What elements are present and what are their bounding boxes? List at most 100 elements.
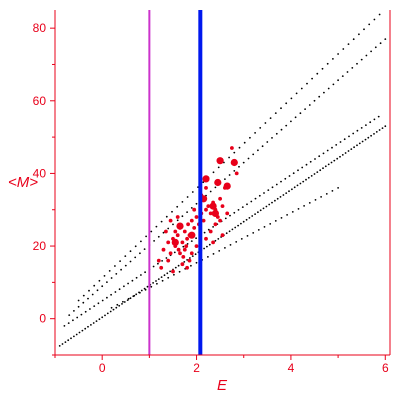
data-point	[234, 226, 237, 229]
data-point	[350, 148, 353, 151]
data-point	[297, 208, 300, 210]
data-point	[300, 87, 303, 90]
data-point	[361, 140, 364, 143]
data-point	[324, 165, 327, 168]
data-point	[381, 127, 384, 129]
data-point	[121, 303, 123, 305]
data-point	[135, 276, 138, 279]
data-point	[184, 244, 189, 249]
data-point	[180, 262, 185, 267]
data-point	[82, 301, 85, 304]
data-point	[365, 54, 368, 57]
data-point	[98, 318, 101, 321]
data-point	[76, 316, 79, 319]
data-point	[288, 190, 290, 193]
data-point	[194, 215, 199, 219]
data-point	[246, 235, 249, 237]
data-point	[235, 241, 238, 243]
data-point	[98, 279, 101, 282]
data-point	[190, 240, 193, 243]
data-point	[216, 157, 224, 165]
data-point	[152, 265, 155, 268]
data-point	[212, 226, 215, 228]
data-point	[326, 62, 329, 65]
data-point	[70, 337, 72, 340]
data-point	[207, 256, 209, 258]
data-point	[129, 250, 132, 253]
data-point	[302, 180, 305, 183]
data-point	[120, 268, 122, 271]
data-point	[363, 28, 365, 31]
x-tick-label: 4	[288, 361, 295, 375]
data-point	[176, 219, 179, 222]
data-point	[224, 217, 227, 220]
data-point	[155, 225, 158, 228]
data-point	[139, 252, 141, 255]
data-point	[186, 243, 189, 245]
data-point	[291, 188, 293, 191]
data-point	[214, 186, 217, 189]
data-point	[285, 124, 288, 127]
data-point	[77, 305, 80, 308]
data-point	[177, 264, 180, 267]
data-point	[101, 285, 104, 288]
data-point	[67, 339, 70, 342]
data-point	[374, 46, 377, 49]
data-point	[337, 79, 339, 82]
data-point	[115, 273, 118, 275]
data-point	[228, 174, 231, 176]
data-point	[220, 233, 225, 238]
data-point	[109, 310, 112, 313]
data-point	[171, 210, 173, 213]
data-point	[194, 253, 197, 256]
data-point	[81, 329, 84, 332]
data-point	[351, 67, 354, 69]
data-point	[169, 270, 172, 273]
data-point	[162, 231, 165, 234]
data-point	[176, 247, 181, 252]
data-point	[228, 230, 231, 233]
data-point	[285, 102, 288, 105]
data-point	[201, 218, 206, 223]
data-point	[347, 150, 350, 152]
data-point	[101, 316, 104, 319]
data-point	[176, 205, 179, 208]
data-points	[58, 13, 387, 347]
data-point	[343, 138, 346, 141]
data-point	[271, 137, 273, 139]
data-point	[202, 181, 205, 184]
data-point	[78, 331, 81, 334]
data-point	[254, 213, 256, 216]
data-point	[305, 163, 308, 166]
data-point	[110, 277, 113, 279]
y-tick-label: 60	[33, 94, 47, 108]
data-point	[167, 227, 170, 230]
data-point	[195, 261, 198, 264]
data-point	[332, 83, 335, 86]
data-point	[306, 82, 308, 85]
data-point	[72, 319, 74, 322]
data-point	[308, 104, 311, 106]
data-point	[223, 161, 225, 164]
data-point	[96, 289, 99, 292]
data-point	[204, 186, 208, 190]
data-point	[259, 209, 262, 212]
data-point	[233, 151, 236, 154]
data-point	[180, 240, 185, 245]
data-point	[242, 220, 245, 223]
data-point	[92, 322, 95, 324]
data-point	[195, 202, 198, 205]
data-point	[327, 87, 330, 90]
data-point	[249, 136, 251, 139]
data-point	[234, 171, 239, 176]
data-point	[339, 155, 341, 158]
data-point	[204, 236, 208, 241]
data-point	[135, 293, 138, 296]
data-point	[280, 128, 283, 131]
data-point	[266, 141, 269, 143]
data-point	[156, 258, 161, 263]
data-point	[182, 247, 187, 252]
data-point	[241, 206, 244, 209]
